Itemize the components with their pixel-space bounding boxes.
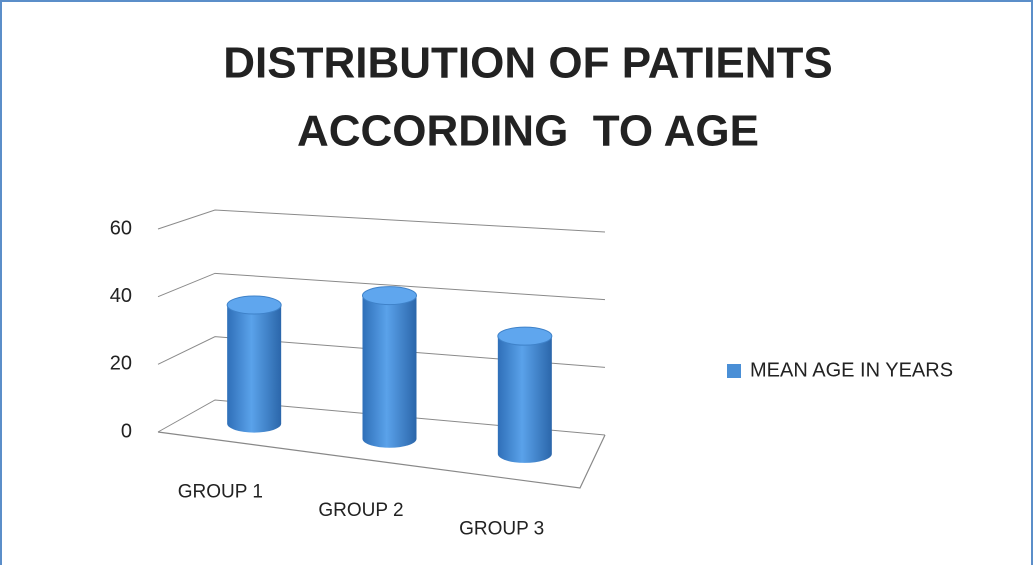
bar-top xyxy=(226,295,282,315)
grid-line xyxy=(157,336,606,368)
grid-line xyxy=(157,209,606,233)
grid-line xyxy=(157,399,606,436)
x-tick-label: GROUP 1 xyxy=(178,481,263,502)
legend-swatch xyxy=(727,364,741,378)
bar xyxy=(227,305,282,433)
chart-title: ACCORDING TO AGE xyxy=(297,107,759,156)
y-tick-label: 60 xyxy=(110,217,132,239)
grid-line xyxy=(157,272,606,301)
bar-top xyxy=(362,286,417,306)
x-tick-label: GROUP 2 xyxy=(318,500,403,521)
bar xyxy=(497,336,552,463)
y-tick-label: 20 xyxy=(110,353,132,375)
bar-top xyxy=(497,326,553,346)
y-tick-label: 0 xyxy=(121,420,132,442)
bar xyxy=(362,295,417,448)
chart-title: DISTRIBUTION OF PATIENTS xyxy=(223,39,832,88)
y-tick-label: 40 xyxy=(110,285,132,307)
legend-label: MEAN AGE IN YEARS xyxy=(750,359,953,381)
x-tick-label: GROUP 3 xyxy=(459,519,544,540)
floor-edge xyxy=(157,431,606,489)
